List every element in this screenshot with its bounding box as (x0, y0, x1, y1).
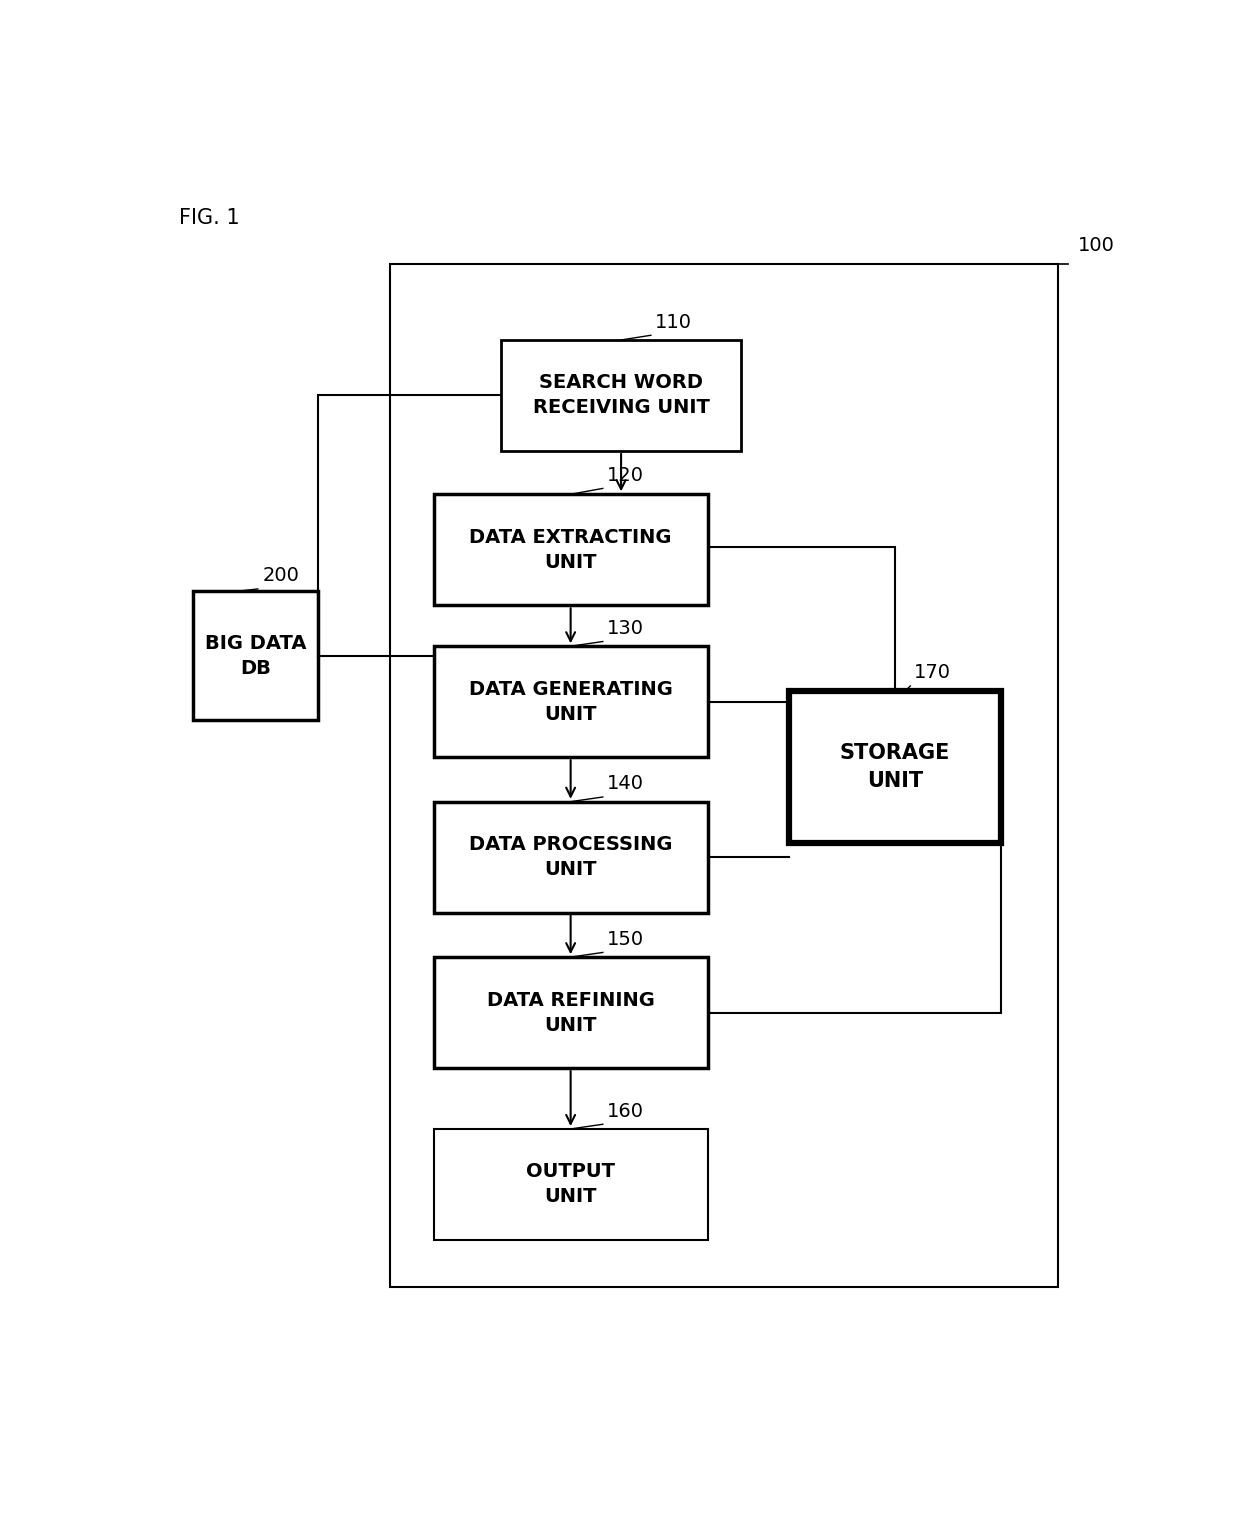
Text: 120: 120 (606, 466, 644, 484)
Text: DATA EXTRACTING
UNIT: DATA EXTRACTING UNIT (470, 528, 672, 572)
Text: STORAGE
UNIT: STORAGE UNIT (839, 742, 950, 791)
Bar (434, 802, 708, 912)
Text: DATA REFINING
UNIT: DATA REFINING UNIT (486, 991, 655, 1035)
Text: 170: 170 (914, 663, 951, 683)
Text: 100: 100 (1078, 235, 1115, 255)
Text: FIG. 1: FIG. 1 (179, 208, 239, 228)
Text: 160: 160 (606, 1102, 644, 1120)
Bar (789, 691, 1001, 842)
Text: 150: 150 (606, 931, 644, 949)
Text: SEARCH WORD
RECEIVING UNIT: SEARCH WORD RECEIVING UNIT (533, 373, 709, 417)
Bar (391, 264, 1058, 1287)
Bar (434, 958, 708, 1069)
Text: 130: 130 (606, 619, 644, 638)
Bar (434, 1129, 708, 1240)
Bar (434, 495, 708, 606)
Bar (501, 340, 742, 451)
Bar (193, 591, 319, 720)
Text: DATA GENERATING
UNIT: DATA GENERATING UNIT (469, 680, 672, 724)
Text: 200: 200 (263, 566, 300, 586)
Text: 140: 140 (606, 774, 644, 794)
Text: DATA PROCESSING
UNIT: DATA PROCESSING UNIT (469, 835, 672, 879)
Bar (434, 647, 708, 757)
Text: 110: 110 (655, 313, 692, 332)
Text: BIG DATA
DB: BIG DATA DB (205, 633, 306, 677)
Text: OUTPUT
UNIT: OUTPUT UNIT (526, 1163, 615, 1207)
